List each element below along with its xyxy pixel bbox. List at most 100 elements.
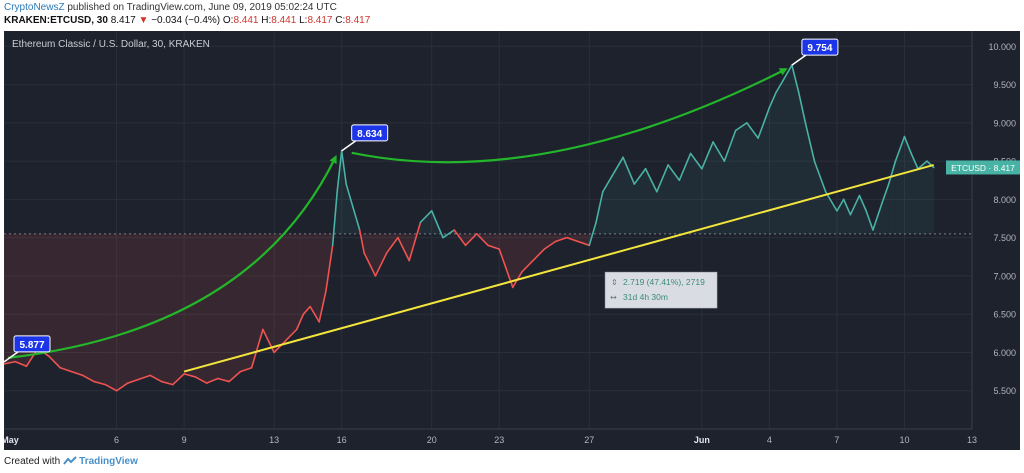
price-segment-up [865, 210, 874, 231]
price-segment-up [872, 202, 883, 231]
price-segment-down [487, 244, 501, 250]
area-up-segment [701, 141, 714, 234]
area-down-segment [566, 233, 579, 242]
price-segment-up [712, 141, 726, 162]
price-segment-down [183, 373, 197, 378]
price-segment-up [858, 194, 867, 212]
price-segment-down [358, 229, 365, 254]
area-down-segment [375, 233, 387, 276]
price-segment-down [239, 366, 253, 373]
callout-pointer [341, 140, 357, 152]
price-segment-down [577, 240, 591, 247]
close-value: 8.417 [345, 15, 371, 26]
y-tick-label: 6.000 [993, 348, 1016, 358]
price-segment-down [127, 378, 140, 384]
price-segment-up [430, 210, 444, 239]
area-up-segment [420, 210, 432, 234]
area-up-segment [746, 122, 759, 234]
price-segment-down [408, 221, 422, 262]
last-price-tag-label: ETCUSD · 8.417 [951, 163, 1015, 173]
x-tick-label: 23 [494, 435, 504, 445]
callout-box [801, 38, 839, 56]
price-segment-down [565, 236, 579, 243]
area-up-segment [634, 168, 646, 234]
area-up-segment [782, 65, 792, 234]
area-down-segment [195, 233, 207, 384]
measure-line-1: 2.719 (47.41%), 2719 [623, 277, 705, 287]
price-segment-down [104, 383, 118, 392]
price-segment-up [757, 106, 771, 139]
area-up-segment [611, 157, 624, 234]
price-segment-down [228, 370, 242, 383]
price-segment-up [910, 152, 919, 170]
symbol-interval: KRAKEN:ETCUSD, 30 [4, 15, 108, 26]
price-segment-down [138, 374, 152, 381]
price-segment-down [205, 377, 219, 384]
open-label: O: [222, 15, 234, 26]
area-up-segment [805, 122, 815, 234]
area-up-segment [859, 195, 867, 234]
chart-background [4, 31, 1020, 450]
publish-info: CryptoNewsZ published on TradingView.com… [4, 2, 337, 16]
price-segment-down [149, 374, 163, 383]
area-up-segment [825, 191, 837, 234]
price-chart[interactable]: 5.877 8.634 9.754 ⇕ 2.719 (47.41%), 2719 ↔ 31d… [4, 31, 1020, 450]
publisher-link[interactable]: CryptoNewsZ [4, 2, 65, 13]
area-down-segment [555, 233, 567, 242]
measure-box: ⇕ 2.719 (47.41%), 2719 ↔ 31d 4h 30m [604, 271, 718, 309]
price-segment-down [295, 313, 305, 331]
area-down-segment [506, 233, 513, 288]
area-up-segment [645, 168, 657, 234]
price-segment-down [194, 376, 208, 384]
price-segment-up [611, 156, 624, 178]
tradingview-brand[interactable]: TradingView [79, 455, 138, 467]
price-segment-up [791, 64, 800, 94]
area-up-segment [798, 92, 806, 234]
area-down-segment [285, 233, 297, 341]
price-segment-down [302, 305, 311, 315]
callout-box [351, 124, 389, 142]
time-axis: May 6 9 13 16 20 23 27 Jun 4 7 10 13 [4, 428, 977, 445]
area-up-segment [341, 150, 347, 234]
x-tick-label: 13 [269, 435, 279, 445]
price-segment-down [93, 380, 107, 386]
growth-arrow-1 [7, 155, 337, 359]
area-up-segment [814, 161, 826, 234]
y-tick-label: 9.000 [993, 118, 1016, 128]
x-tick-label: Jun [694, 435, 710, 445]
price-line [4, 64, 935, 392]
price-segment-up [723, 129, 737, 162]
price-segment-up [345, 183, 354, 208]
price-segment-up [804, 122, 816, 162]
price-segment-up [689, 152, 703, 170]
price-segment-up [701, 141, 714, 170]
area-down-segment [499, 233, 507, 269]
price-segment-up [903, 135, 913, 155]
high-value: 8.441 [271, 15, 297, 26]
area-down-segment [310, 233, 320, 322]
growth-arrow-2 [351, 68, 788, 164]
price-segment-down [250, 328, 264, 369]
price-segment-up [926, 160, 935, 169]
trendline [183, 163, 934, 373]
x-tick-label: 10 [899, 435, 909, 445]
area-down-segment [4, 233, 16, 364]
price-segment-down [4, 360, 17, 365]
price-segment-down [464, 233, 478, 247]
high-label: H: [261, 15, 272, 26]
area-up-segment [602, 176, 612, 234]
price-segment-up [336, 150, 343, 193]
y-tick-label: 5.500 [993, 386, 1016, 396]
price-segment-down [217, 377, 230, 383]
price-segment-down [385, 236, 399, 254]
measure-box-bg [604, 271, 718, 309]
chart-area[interactable]: 5.877 8.634 9.754 ⇕ 2.719 (47.41%), 2719 ↔ 31d… [4, 31, 1020, 450]
open-value: 8.441 [233, 15, 259, 26]
price-segment-up [881, 183, 890, 205]
x-tick-label: 4 [767, 435, 772, 445]
area-up-segment [904, 136, 912, 234]
last-price-tag-bg [946, 160, 1020, 175]
area-down-segment [161, 233, 173, 385]
price-segment-up [331, 190, 338, 247]
area-down-segment [217, 233, 230, 382]
